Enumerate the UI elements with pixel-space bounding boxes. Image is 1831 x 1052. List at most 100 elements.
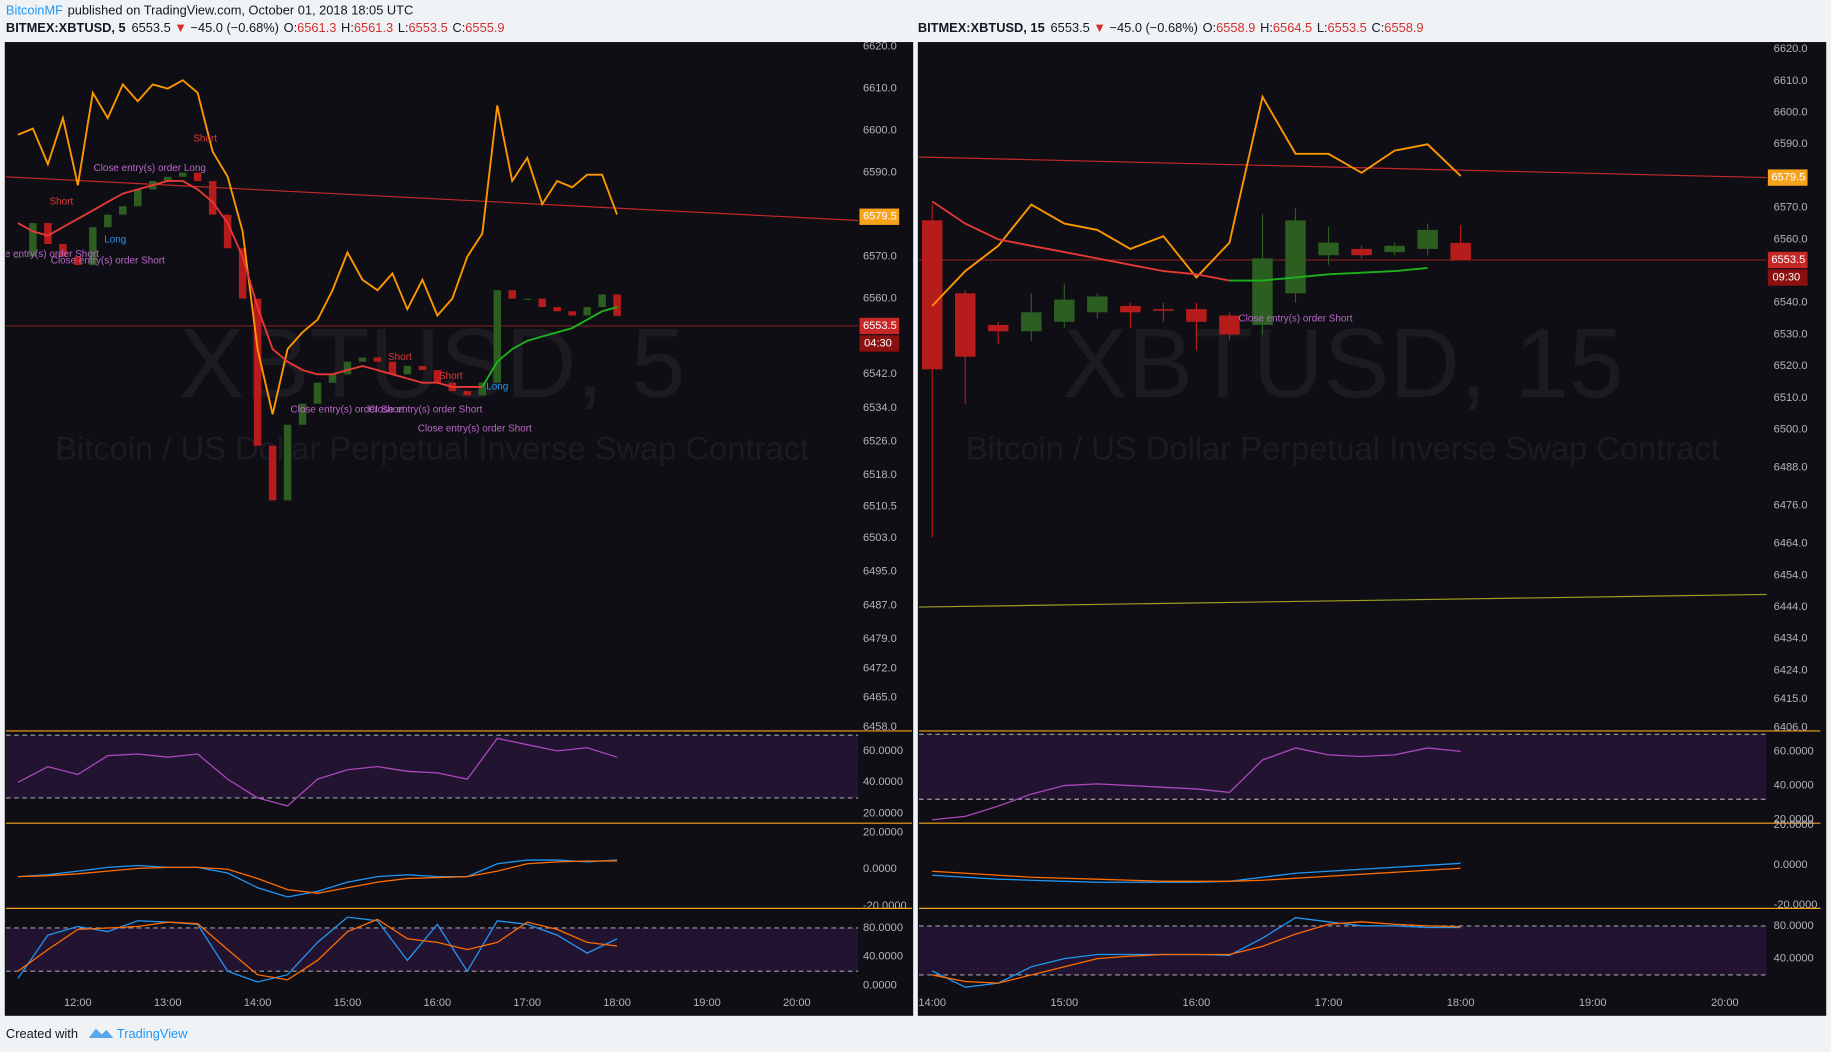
- annotation: Long: [104, 234, 126, 245]
- candle-body: [134, 189, 142, 207]
- series-line: [17, 180, 483, 388]
- y-tick-label: 6620.0: [1774, 43, 1808, 55]
- candle-body: [523, 298, 531, 300]
- y-tick-label: 6406.0: [1774, 721, 1808, 733]
- candle-body: [373, 357, 382, 362]
- pane: [5, 734, 859, 807]
- y-tick-label: 6600.0: [863, 125, 897, 137]
- candle-body: [921, 220, 943, 370]
- y-tick-label: 0.0000: [863, 863, 897, 875]
- candle-body: [1318, 242, 1339, 256]
- candle-body: [89, 227, 97, 266]
- countdown-tag: [1767, 269, 1808, 286]
- series-line: [932, 867, 1461, 882]
- y-tick-label: 6454.0: [1774, 569, 1808, 581]
- y-tick-label: 6526.0: [863, 435, 897, 447]
- y-tick-label: 6570.0: [863, 251, 897, 263]
- y-tick-label: 6560.0: [863, 293, 897, 305]
- symbol: BITMEX:XBTUSD, 5: [6, 21, 126, 36]
- trend-line: [919, 156, 1767, 179]
- x-tick-label: 16:00: [423, 997, 451, 1009]
- candle-body: [433, 370, 442, 383]
- candle-body: [613, 294, 621, 316]
- quote-value: 6561.3: [354, 21, 393, 36]
- series-line: [17, 860, 618, 894]
- candle-body: [358, 357, 367, 362]
- x-tick-label: 20:00: [783, 997, 811, 1009]
- annotation: Long: [486, 382, 508, 393]
- quote-value: 6558.9: [1216, 21, 1255, 36]
- annotation: Close entry(s) order Short: [0, 249, 99, 260]
- candle-body: [74, 256, 82, 266]
- y-tick-label: -20.0000: [1774, 899, 1818, 911]
- candle-body: [1285, 220, 1306, 294]
- direction: ▼: [174, 21, 187, 36]
- annotation: Short: [388, 352, 412, 363]
- countdown: 09:30: [1773, 271, 1801, 283]
- y-tick-label: 6424.0: [1774, 664, 1808, 676]
- y-tick-label: 6542.0: [863, 368, 897, 380]
- y-tick-label: 20.0000: [863, 826, 903, 838]
- pane: XBTUSD, 15 Bitcoin / US Dollar Perpetual …: [919, 94, 1767, 608]
- candle-body: [59, 244, 67, 257]
- annotation: Close entry(s) order Short: [290, 405, 404, 416]
- candle-body: [119, 206, 127, 215]
- y-tick-label: 60.0000: [1774, 745, 1814, 757]
- candle-body: [598, 294, 606, 308]
- candle-body: [14, 256, 22, 258]
- series-line: [17, 859, 618, 898]
- annotation: Close entry(s) order Short: [1239, 313, 1353, 324]
- y-tick-label: 60.0000: [863, 745, 903, 757]
- y-tick-label: 6530.0: [1774, 328, 1808, 340]
- x-tick-label: 14:00: [244, 997, 272, 1009]
- x-tick-label: 12:00: [64, 997, 92, 1009]
- candle-body: [178, 172, 187, 177]
- candle-body: [163, 176, 172, 182]
- x-tick-label: 15:00: [334, 997, 362, 1009]
- y-tick-label: 0.0000: [1774, 859, 1808, 871]
- symbol-header: BITMEX:XBTUSD, 5 6553.5 ▼ −45.0 (−0.68%) O:6…: [6, 21, 505, 36]
- candle-body: [478, 382, 487, 396]
- x-tick-label: 17:00: [513, 997, 541, 1009]
- quote-value: 6553.5: [409, 21, 448, 36]
- price-tag: [1767, 251, 1808, 269]
- band-fill: [5, 735, 859, 798]
- y-tick-label: 6476.0: [1774, 500, 1808, 512]
- price-tag-label: 6579.5: [863, 211, 897, 223]
- y-tick-label: 6600.0: [1774, 107, 1808, 119]
- quote-label: H:: [341, 21, 354, 36]
- annotation: Close entry(s) order Short: [418, 424, 532, 435]
- series-line: [17, 737, 618, 807]
- watermark-sub: Bitcoin / US Dollar Perpetual Inverse Sw…: [966, 429, 1720, 466]
- candle-body: [1351, 248, 1372, 256]
- y-tick-label: 40.0000: [863, 951, 903, 963]
- y-tick-label: 6434.0: [1774, 633, 1808, 645]
- symbol: BITMEX:XBTUSD, 15: [918, 21, 1045, 36]
- candle-body: [1186, 309, 1207, 322]
- y-tick-label: 6444.0: [1774, 601, 1808, 613]
- x-tick-label: 19:00: [693, 997, 721, 1009]
- candle-body: [403, 365, 412, 375]
- quote-value: 6561.3: [297, 21, 336, 36]
- candle-body: [298, 403, 307, 425]
- candle-body: [538, 298, 546, 308]
- y-tick-label: 6518.0: [863, 469, 897, 481]
- candle-body: [1087, 296, 1108, 313]
- pane: [5, 916, 859, 983]
- y-tick-label: 6510.5: [863, 501, 897, 513]
- band-fill: [919, 925, 1767, 975]
- candle-body: [988, 324, 1009, 332]
- y-tick-label: 6534.0: [863, 402, 897, 414]
- candle-body: [253, 298, 262, 446]
- y-tick-label: 40.0000: [1774, 953, 1814, 965]
- y-tick-label: 6590.0: [863, 167, 897, 179]
- y-tick-label: 6472.0: [863, 662, 897, 674]
- pane: [17, 859, 618, 898]
- y-tick-label: 80.0000: [863, 922, 903, 934]
- y-tick-label: 6488.0: [1774, 462, 1808, 474]
- price-tag: [859, 208, 900, 225]
- x-tick-label: 20:00: [1711, 997, 1739, 1009]
- quote-label: L:: [398, 21, 409, 36]
- annotation: Short: [439, 371, 463, 382]
